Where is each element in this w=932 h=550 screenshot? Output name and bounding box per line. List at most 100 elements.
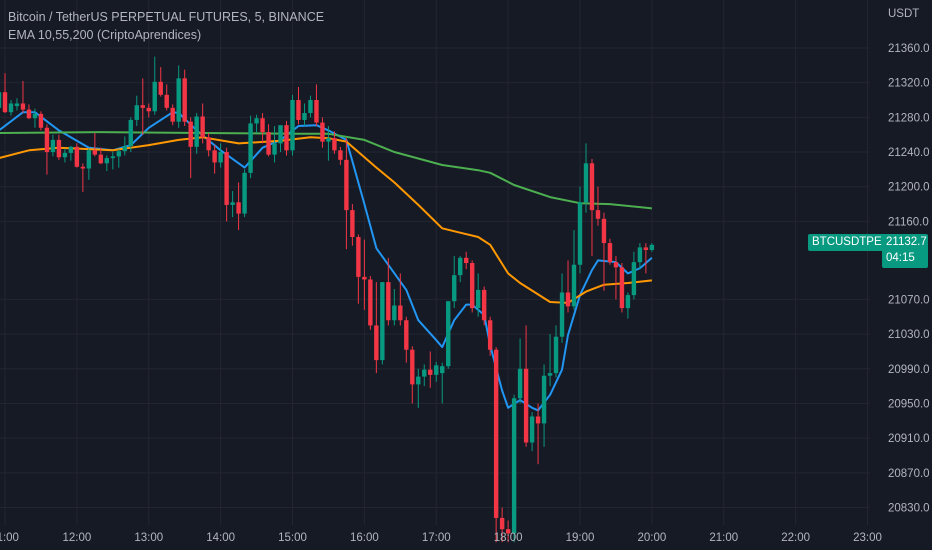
x-tick-label: 22:00 (781, 532, 810, 544)
candle-body (74, 146, 80, 167)
candle-body (92, 150, 98, 155)
candle-body (80, 166, 86, 169)
candle (350, 204, 355, 246)
candle-body (128, 119, 133, 146)
candle (44, 124, 50, 175)
candle (428, 351, 433, 388)
y-tick-label: 21320.0 (888, 78, 930, 90)
candle (128, 117, 133, 153)
candle-body (188, 121, 193, 147)
candle-body (446, 301, 451, 367)
candle (56, 134, 62, 160)
candle-body (272, 143, 277, 155)
candle-body (140, 105, 145, 108)
candle (176, 65, 181, 128)
candle-body (68, 146, 74, 153)
candle (547, 334, 553, 387)
indicator-label[interactable]: EMA 10,55,200 (CriptoAprendices) (8, 28, 202, 42)
candle (62, 148, 68, 163)
candle-body (505, 529, 511, 534)
candle (2, 73, 8, 114)
candle-body (236, 202, 241, 214)
x-tick-label: 23:00 (853, 532, 882, 544)
candle-body (32, 113, 38, 119)
candle-body (559, 292, 565, 337)
candle-body (212, 150, 217, 163)
candle (505, 520, 511, 543)
y-tick-label: 21200.0 (888, 182, 930, 194)
candle (368, 276, 373, 330)
x-tick-label: 18:00 (494, 532, 523, 544)
candle (50, 134, 56, 157)
candle-body (170, 107, 175, 122)
candle-body (242, 172, 247, 214)
candle (170, 104, 175, 126)
candle (523, 325, 529, 447)
candle-body (631, 262, 637, 296)
candle-body (302, 113, 307, 120)
candle (104, 155, 110, 172)
symbol-title[interactable]: Bitcoin / TetherUS PERPETUAL FUTURES, 5,… (8, 10, 325, 24)
x-tick-label: 11:00 (0, 532, 19, 544)
candle-body (62, 152, 68, 158)
candle-body (200, 116, 205, 138)
ema-line-ema-10 (0, 111, 653, 412)
candle-body (452, 275, 457, 302)
candle-body (589, 163, 595, 211)
candle (416, 368, 421, 408)
candle (308, 95, 313, 118)
candle (565, 260, 571, 313)
candle (440, 362, 445, 404)
candle (553, 325, 559, 378)
candle (314, 84, 319, 127)
candle (422, 364, 427, 387)
candle-body (134, 105, 139, 120)
candle (613, 256, 619, 300)
candle (134, 95, 139, 127)
candle (469, 260, 475, 313)
candle-body (338, 150, 343, 160)
candle (248, 115, 253, 179)
candle (344, 138, 349, 250)
candle (511, 394, 517, 543)
candle-body (541, 375, 547, 424)
candle-body (398, 305, 403, 321)
candle (499, 507, 505, 543)
candle (224, 147, 229, 222)
candle-body (607, 243, 613, 263)
candle (619, 263, 625, 313)
candle (254, 114, 259, 133)
candle-body (356, 237, 361, 277)
candle (362, 239, 367, 310)
candle-body (440, 366, 445, 374)
candle-body (206, 137, 211, 151)
candle-body (278, 125, 283, 144)
candle-body (98, 154, 104, 164)
candle (643, 243, 649, 274)
x-tick-label: 17:00 (422, 532, 451, 544)
candles (0, 56, 655, 543)
candle-body (320, 122, 325, 142)
candle-body (284, 125, 289, 151)
candle (278, 125, 283, 153)
candle (98, 147, 104, 165)
candle-body (380, 282, 385, 361)
candle (152, 56, 157, 115)
candle (326, 126, 331, 161)
candle (404, 316, 409, 363)
candle (302, 103, 307, 127)
candle (32, 108, 38, 128)
price-axis[interactable]: 21360.0 21320.0 21280.0 21240.0 21200.0 21160… (888, 43, 930, 515)
candle (236, 182, 241, 231)
candle-body (218, 152, 223, 163)
chart-legend: Bitcoin / TetherUS PERPETUAL FUTURES, 5,… (8, 8, 324, 44)
currency-unit: USDT (888, 8, 920, 20)
candle (589, 158, 595, 257)
ema-line-ema-55 (0, 136, 653, 304)
candle (517, 338, 523, 404)
candle (601, 212, 607, 291)
candle (206, 132, 211, 157)
y-tick-label: 21070.0 (888, 294, 930, 306)
time-axis[interactable]: 11:00 12:00 13:00 14:00 15:00 16:00 17:00 18:00… (0, 532, 882, 544)
